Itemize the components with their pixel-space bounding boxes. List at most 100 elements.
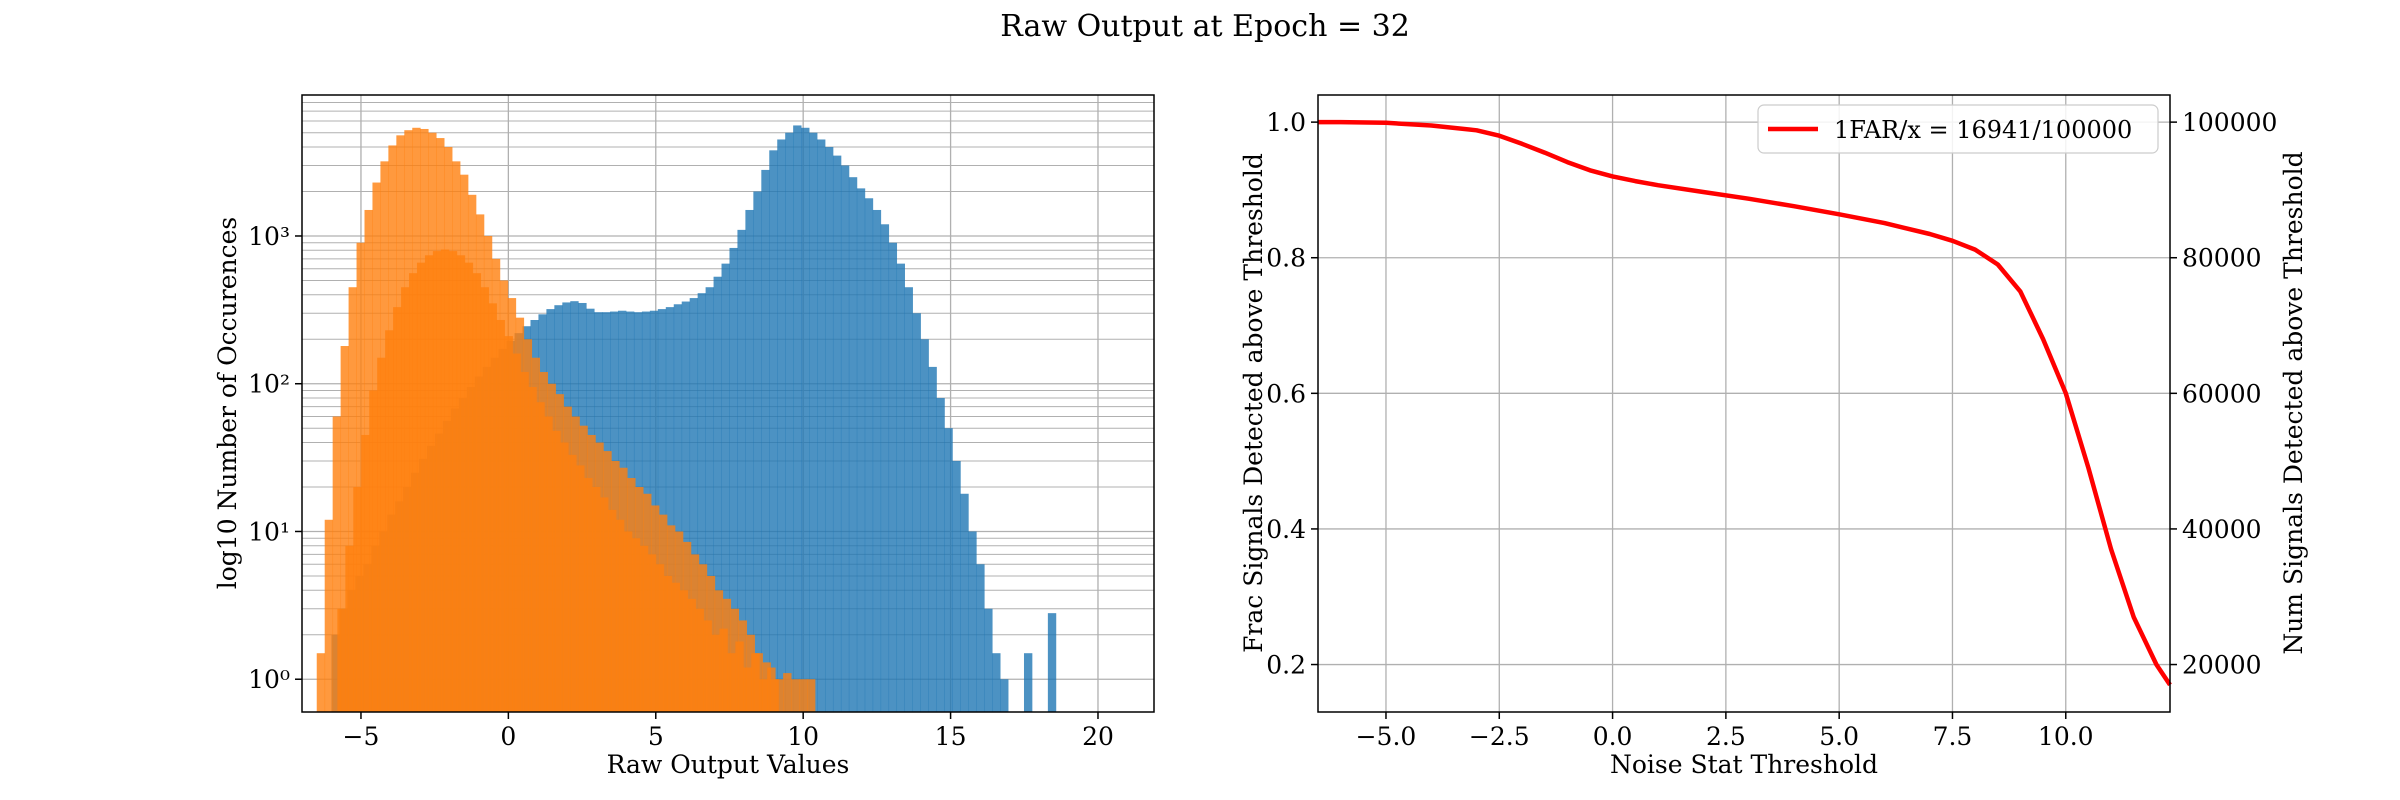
histogram-bar-noise-shifted — [536, 402, 545, 712]
histogram-bar-signal — [920, 339, 929, 712]
histogram-bar-signal — [1047, 613, 1057, 712]
histogram-bar-signal — [872, 209, 882, 713]
histogram-bar-noise-shifted — [480, 287, 490, 712]
histogram-bar-noise-shifted — [560, 442, 569, 712]
histogram-bar-signal — [840, 165, 850, 712]
histogram-bar-signal — [665, 307, 675, 712]
histogram-bar-noise-shifted — [751, 653, 760, 712]
x-tick-label: 10.0 — [2038, 722, 2094, 751]
histogram-bar-noise-shifted — [615, 519, 625, 712]
histogram-bar-noise-shifted — [528, 387, 537, 712]
histogram-bar-noise-shifted — [735, 641, 744, 712]
figure-title: Raw Output at Epoch = 32 — [1000, 9, 1410, 44]
histogram-bar-noise-shifted — [655, 564, 665, 712]
y-tick-label: 0.4 — [1266, 515, 1306, 544]
detection-y-ticks: 0.2 0.4 0.6 0.8 1.0 — [1266, 108, 1318, 680]
histogram-bar-noise-shifted — [552, 430, 561, 712]
histogram-bar-noise-shifted — [520, 372, 529, 712]
histogram-bar-signal — [976, 564, 985, 712]
legend: 1FAR/x = 16941/100000 — [1757, 104, 2159, 154]
x-tick-label: 0 — [500, 722, 516, 751]
histogram-bar-noise-shifted — [663, 575, 673, 712]
histogram-bar-signal — [809, 132, 818, 712]
detection-y-label: Frac Signals Detected above Threshold — [1239, 153, 1268, 653]
histogram-bar-signal — [785, 132, 794, 712]
histogram-bar-noise-shifted — [671, 582, 681, 712]
histogram-bar-noise-shifted — [775, 679, 784, 712]
histogram-bar-noise-shifted — [512, 353, 521, 712]
right-y-tick-label: 80000 — [2182, 244, 2262, 273]
histogram-bar-signal — [960, 493, 969, 712]
x-tick-label: −2.5 — [1469, 722, 1530, 751]
histogram-bar-signal — [936, 398, 945, 712]
histogram-bar-signal — [697, 293, 706, 712]
histogram-bar-noise-shifted — [576, 465, 585, 712]
histogram-bar-signal — [848, 177, 858, 713]
histogram-bar-noise-shifted — [377, 357, 386, 712]
histogram-bar-signal — [761, 169, 770, 712]
histogram-bar-signal — [888, 242, 898, 712]
histogram-bar-noise-shifted — [432, 251, 442, 712]
detection-x-label: Noise Stat Threshold — [1610, 750, 1878, 779]
histogram-bar-signal — [801, 127, 810, 712]
histogram-bar-noise — [356, 242, 365, 712]
histogram-bar-noise-shifted — [393, 307, 402, 712]
x-tick-label: −5.0 — [1356, 722, 1417, 751]
histogram-bar-signal — [904, 287, 913, 712]
x-tick-label: 2.5 — [1706, 722, 1746, 751]
x-tick-label: 10 — [787, 722, 819, 751]
histogram-bar-signal — [896, 263, 905, 712]
histogram-bar-noise — [316, 653, 326, 712]
histogram-frame — [301, 94, 1155, 713]
right-y-tick-label: 20000 — [2182, 651, 2262, 680]
histogram-x-ticks: −5 0 5 10 15 20 — [343, 712, 1114, 751]
legend-label: 1FAR/x = 16941/100000 — [1834, 116, 2132, 144]
histogram-bar-noise-shifted — [496, 319, 505, 712]
detection-grid — [1318, 95, 2170, 712]
histogram-bar-noise — [348, 287, 357, 712]
histogram-x-label: Raw Output Values — [607, 750, 850, 779]
histogram-bar-noise-shifted — [424, 255, 434, 713]
histogram-bar-noise-shifted — [361, 434, 370, 712]
histogram-bar-signal — [864, 198, 874, 712]
histogram-bar-signal — [689, 298, 699, 712]
histogram-bar-noise-shifted — [544, 416, 553, 712]
histogram-bar-noise-shifted — [759, 679, 768, 712]
histogram-bar-noise-shifted — [695, 608, 704, 712]
histogram-bar-noise-shifted — [385, 330, 394, 712]
histogram-bar-noise-shifted — [369, 390, 378, 712]
histogram-bar-noise-shifted — [783, 673, 792, 712]
histogram-bar-signal — [984, 608, 993, 712]
histogram-bar-signal — [721, 263, 730, 712]
y-tick-label: 10³ — [248, 222, 290, 251]
histogram-bar-noise-shifted — [799, 679, 808, 712]
histogram-bar-signal — [824, 147, 834, 712]
histogram-bar-noise-shifted — [401, 287, 410, 712]
x-tick-label: 15 — [935, 722, 967, 751]
histogram-bar-signal — [912, 313, 921, 712]
x-tick-label: 20 — [1082, 722, 1114, 751]
histogram-bar-signal — [673, 304, 683, 712]
legend-box — [1757, 104, 2159, 154]
y-tick-label: 0.8 — [1266, 244, 1306, 273]
histogram-bar-noise-shifted — [600, 497, 609, 712]
x-tick-label: −5 — [343, 722, 380, 751]
y-tick-label: 10¹ — [248, 517, 290, 546]
histogram-bar-signal — [992, 653, 1001, 712]
histogram-bar-noise-shifted — [568, 454, 577, 712]
histogram-bar-noise-shifted — [719, 628, 728, 712]
histogram-bar-signal — [944, 428, 953, 712]
histogram-bar-signal — [729, 247, 738, 712]
detection-frame — [1317, 94, 2171, 713]
histogram-bar-noise-shifted — [623, 531, 633, 712]
histogram-bar-signal — [952, 460, 961, 712]
histogram-bar-noise-shifted — [727, 653, 736, 712]
histogram-bar-signal — [753, 191, 762, 713]
histogram-y-ticks: 10⁰ 10¹ 10² 10³ — [248, 222, 302, 694]
histogram-bar-noise-shifted — [440, 249, 450, 712]
histogram-bar-noise-shifted — [743, 667, 752, 712]
histogram-bar-noise-shifted — [703, 620, 712, 712]
histogram-bar-noise-shifted — [679, 590, 689, 712]
y-tick-label: 10² — [248, 370, 290, 399]
detection-x-ticks: −5.0 −2.5 0.0 2.5 5.0 7.5 10.0 — [1356, 712, 2094, 751]
